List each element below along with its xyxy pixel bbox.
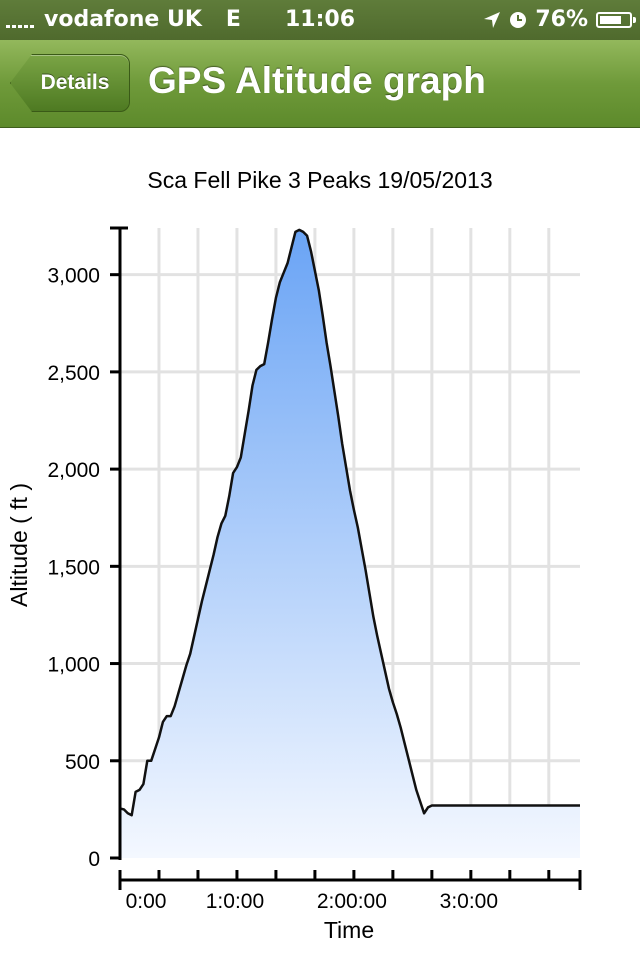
altitude-chart: Sca Fell Pike 3 Peaks 19/05/2013 0 500 1,0… <box>6 167 582 943</box>
chart-ticks: 0 500 1,000 1,500 2,000 2,500 3,000 0:00 1:0:00 2… <box>47 265 551 913</box>
chart-area-layer <box>119 228 580 858</box>
location-arrow-icon <box>484 11 501 28</box>
battery-percent: 76% <box>535 7 588 32</box>
x-tick-label: 2:00:00 <box>317 890 387 913</box>
battery-icon <box>596 11 636 28</box>
navigation-bar: Details GPS Altitude graph <box>0 40 640 128</box>
y-tick-label: 2,000 <box>47 459 100 482</box>
x-tick-label: 3:0:00 <box>440 890 498 913</box>
y-axis-label: Altitude ( ft ) <box>6 483 32 607</box>
x-axis-label: Time <box>324 917 374 943</box>
chart-title: Sca Fell Pike 3 Peaks 19/05/2013 <box>147 167 492 193</box>
battery-fill <box>600 15 622 24</box>
details-back-button[interactable]: Details <box>10 54 130 112</box>
status-bar: vodafone UK E 11:06 76% <box>0 0 640 40</box>
page-title: GPS Altitude graph <box>148 60 486 101</box>
signal-strength-icon <box>6 12 34 28</box>
status-time: 11:06 <box>284 7 356 32</box>
status-right-group: 76% <box>483 7 636 32</box>
x-tick-label: 1:0:00 <box>206 890 264 913</box>
y-tick-label: 2,500 <box>47 362 100 385</box>
carrier-name: vodafone UK <box>44 7 202 32</box>
altitude-line <box>119 228 580 817</box>
y-tick-label: 3,000 <box>47 265 100 288</box>
y-tick-label: 500 <box>65 751 100 774</box>
carrier-group: vodafone UK E <box>6 7 241 32</box>
y-tick-label: 1,000 <box>47 654 100 677</box>
x-tick-label: 0:00 <box>126 890 167 913</box>
altitude-area <box>120 229 580 858</box>
chart-area: Sca Fell Pike 3 Peaks 19/05/2013 0 500 1,0… <box>0 128 640 960</box>
y-tick-label: 0 <box>88 848 100 871</box>
y-tick-label: 1,500 <box>47 556 100 579</box>
network-type: E <box>225 7 241 32</box>
clock-icon <box>510 11 527 28</box>
